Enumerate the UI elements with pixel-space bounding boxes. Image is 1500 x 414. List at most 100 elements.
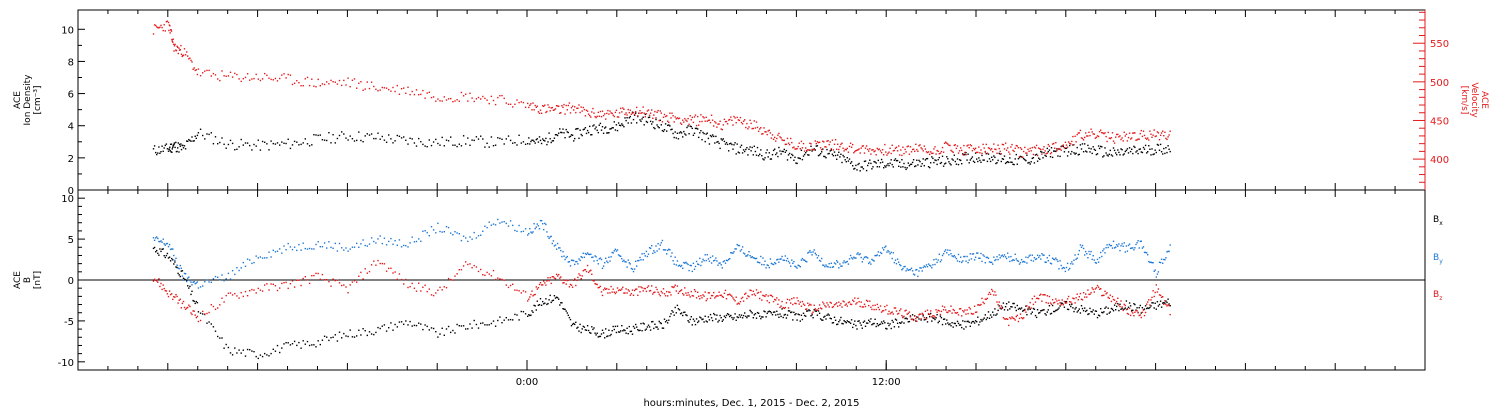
data-point — [458, 143, 460, 145]
data-point — [326, 336, 328, 338]
data-point — [1136, 139, 1138, 141]
data-point — [884, 143, 886, 146]
data-point — [405, 139, 407, 141]
data-point — [931, 152, 933, 155]
data-point — [885, 166, 887, 168]
data-point — [745, 126, 747, 129]
data-point — [195, 282, 197, 284]
data-point — [598, 124, 600, 126]
data-point — [188, 276, 190, 278]
data-point — [877, 159, 879, 162]
data-point — [234, 347, 236, 349]
data-point — [164, 144, 166, 147]
data-point — [1039, 255, 1041, 257]
data-point — [705, 116, 707, 118]
data-point — [524, 106, 527, 108]
data-point — [1046, 257, 1048, 259]
data-point — [204, 281, 206, 283]
data-point — [946, 319, 948, 321]
data-point — [698, 263, 700, 266]
data-point — [590, 253, 592, 255]
data-point — [441, 136, 443, 139]
data-point — [891, 163, 893, 166]
data-point — [618, 331, 621, 333]
data-point — [1169, 313, 1171, 316]
data-point — [184, 308, 187, 310]
data-point — [569, 318, 572, 321]
data-point — [766, 149, 768, 151]
data-point — [815, 254, 817, 256]
data-point — [933, 259, 935, 261]
data-point — [551, 276, 553, 278]
data-point — [1048, 149, 1051, 151]
data-point — [919, 313, 921, 315]
data-point — [162, 238, 164, 240]
data-point — [377, 238, 379, 240]
data-point — [790, 156, 792, 159]
data-point — [925, 317, 928, 319]
data-point — [1020, 259, 1023, 261]
data-point — [589, 331, 591, 334]
data-point — [706, 298, 708, 300]
data-point — [422, 328, 424, 331]
data-point — [922, 315, 924, 317]
data-point — [178, 274, 180, 276]
data-point — [802, 259, 805, 261]
data-point — [614, 129, 617, 131]
data-point — [475, 237, 478, 239]
data-point — [960, 256, 962, 258]
data-point — [1054, 150, 1056, 152]
data-point — [191, 313, 193, 316]
data-point — [1107, 131, 1109, 134]
data-point — [661, 239, 664, 242]
data-point — [165, 254, 168, 257]
data-point — [1012, 259, 1014, 261]
data-point — [1030, 259, 1032, 262]
data-point — [761, 155, 763, 157]
data-point — [570, 259, 573, 261]
data-point — [170, 143, 173, 145]
data-point — [706, 321, 708, 323]
data-point — [1066, 146, 1069, 148]
data-point — [600, 333, 603, 335]
data-point — [1063, 300, 1066, 303]
data-point — [1152, 290, 1154, 292]
data-point — [839, 304, 841, 307]
data-point — [530, 231, 532, 233]
data-point — [153, 24, 156, 26]
data-point — [678, 264, 681, 266]
data-point — [156, 153, 158, 156]
data-point — [398, 93, 401, 95]
data-point — [1001, 307, 1004, 309]
data-point — [1102, 250, 1104, 252]
data-point — [564, 258, 566, 261]
data-point — [676, 285, 679, 287]
data-point — [713, 312, 715, 315]
data-point — [392, 243, 394, 245]
data-point — [574, 323, 576, 326]
data-point — [362, 278, 364, 280]
data-point — [552, 299, 555, 301]
data-point — [962, 260, 964, 262]
data-point — [937, 150, 939, 152]
data-point — [991, 156, 993, 158]
data-point — [983, 147, 985, 149]
data-point — [948, 323, 950, 326]
data-point — [499, 95, 501, 97]
data-point — [1127, 313, 1130, 315]
data-point — [1061, 299, 1063, 301]
data-point — [576, 107, 578, 109]
data-point — [704, 291, 706, 293]
data-point — [751, 256, 753, 258]
data-point — [624, 292, 626, 294]
data-point — [1042, 294, 1044, 296]
data-point — [995, 162, 997, 165]
data-point — [184, 54, 187, 56]
data-point — [546, 303, 548, 306]
data-point — [607, 132, 609, 134]
data-point — [965, 326, 967, 328]
data-point — [841, 142, 843, 144]
data-point — [1025, 305, 1027, 307]
data-point — [1035, 316, 1038, 319]
data-point — [370, 333, 373, 335]
